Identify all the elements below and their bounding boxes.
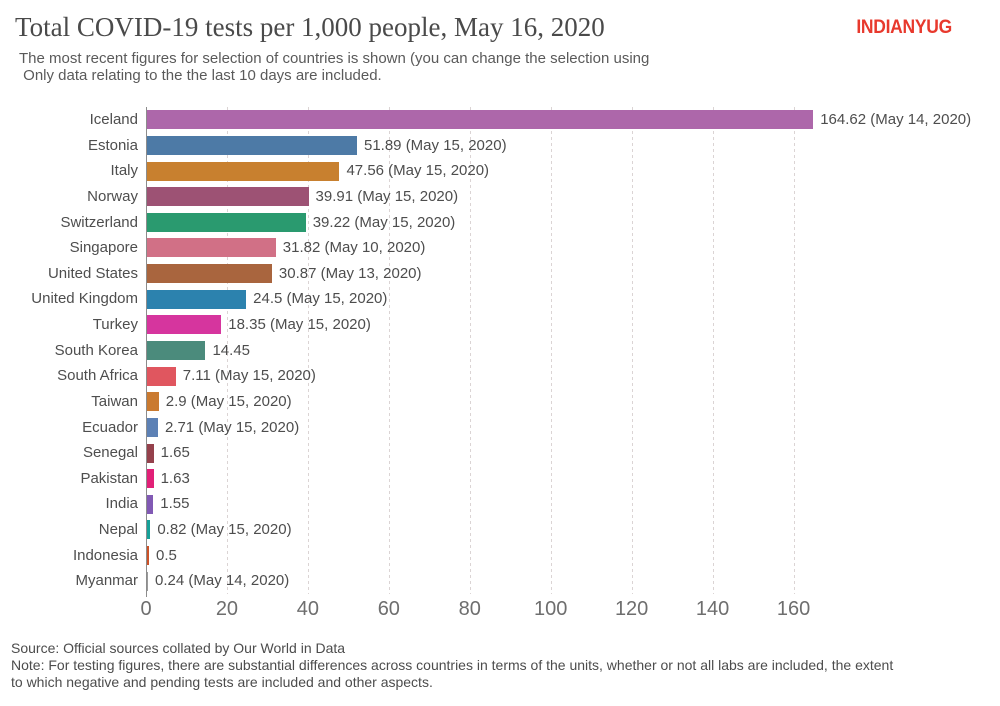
bar-chart-plot-area: Iceland 164.62 (May 14, 2020) Estonia 51.89… <box>0 107 1000 597</box>
value-label-nepal: 0.82 (May 15, 2020) <box>157 521 292 539</box>
bar-ecuador <box>147 417 158 437</box>
country-label-indonesia: Indonesia <box>72 546 138 564</box>
country-label-india: India <box>105 495 138 513</box>
bar-switzerland <box>147 212 306 232</box>
country-label-iceland: Iceland <box>89 111 138 128</box>
chart-subtitle-line2: Only data relating to the the last 10 da… <box>19 67 382 84</box>
country-label-ecuador: Ecuador <box>82 418 138 436</box>
gridline-x-160 <box>793 107 795 594</box>
bar-indonesia <box>147 546 150 566</box>
value-label-senegal: 1.65 <box>160 444 190 462</box>
x-tick-label-20: 20 <box>215 598 239 620</box>
country-label-taiwan: Taiwan <box>91 392 138 410</box>
value-label-switzerland: 39.22 (May 15, 2020) <box>312 213 456 231</box>
value-label-norway: 39.91 (May 15, 2020) <box>315 187 459 205</box>
gridline-x-140 <box>712 107 714 594</box>
bar-pakistan <box>147 469 154 489</box>
country-label-senegal: Senegal <box>82 444 138 462</box>
country-label-turkey: Turkey <box>92 316 138 334</box>
gridline-x-80 <box>469 107 471 594</box>
value-label-united-states: 30.87 (May 13, 2020) <box>278 264 422 282</box>
value-label-united-kingdom: 24.5 (May 15, 2020) <box>253 290 388 308</box>
gridline-x-20 <box>226 107 228 594</box>
bar-united-kingdom <box>147 289 247 309</box>
bar-iceland <box>147 110 814 130</box>
gridline-x-100 <box>550 107 552 594</box>
value-label-singapore: 31.82 (May 10, 2020) <box>282 239 426 257</box>
bar-turkey <box>147 315 222 335</box>
value-label-south-korea: 14.45 <box>212 341 251 359</box>
country-label-nepal: Nepal <box>98 521 138 539</box>
x-tick-label-40: 40 <box>296 598 319 620</box>
value-label-south-africa: 7.11 (May 15, 2020) <box>182 367 316 385</box>
gridline-x-120 <box>631 107 633 594</box>
bar-nepal <box>147 520 151 540</box>
methodology-note-line2: to which negative and pending tests are … <box>11 674 433 690</box>
country-label-switzerland: Switzerland <box>60 213 138 231</box>
x-tick-label-80: 80 <box>458 598 481 620</box>
source-note: Source: Official sources collated by Our… <box>11 640 346 656</box>
country-label-south-korea: South Korea <box>54 341 138 359</box>
value-label-indonesia: 0.5 <box>156 546 177 564</box>
country-label-south-africa: South Africa <box>57 367 138 385</box>
value-label-ecuador: 2.71 (May 15, 2020) <box>164 418 300 436</box>
value-label-iceland: 164.62 (May 14, 2020) <box>820 111 972 128</box>
value-label-india: 1.55 <box>160 495 190 513</box>
x-tick-label-160: 160 <box>776 598 811 620</box>
bar-estonia <box>147 135 357 155</box>
gridline-x-60 <box>388 107 390 594</box>
bar-italy <box>147 161 340 181</box>
chart-title: Total COVID-19 tests per 1,000 people, M… <box>15 12 605 42</box>
value-label-italy: 47.56 (May 15, 2020) <box>346 162 490 180</box>
value-label-pakistan: 1.63 <box>160 469 190 487</box>
bar-myanmar <box>147 571 148 591</box>
x-tick-label-120: 120 <box>614 598 649 620</box>
bar-south-korea <box>147 341 206 360</box>
country-label-united-states: United States <box>47 264 138 282</box>
country-label-pakistan: Pakistan <box>80 469 138 487</box>
value-label-taiwan: 2.9 (May 15, 2020) <box>165 392 292 410</box>
country-label-myanmar: Myanmar <box>75 572 138 590</box>
bar-norway <box>147 187 309 207</box>
country-label-norway: Norway <box>87 187 138 205</box>
chart-subtitle-line1: The most recent figures for selection of… <box>19 50 650 67</box>
country-label-italy: Italy <box>110 162 138 180</box>
x-tick-label-140: 140 <box>695 598 730 620</box>
bar-taiwan <box>147 392 159 412</box>
bar-united-states <box>147 264 272 284</box>
country-label-estonia: Estonia <box>87 136 138 154</box>
value-label-estonia: 51.89 (May 15, 2020) <box>363 136 507 154</box>
bar-singapore <box>147 238 276 258</box>
logo-indianyug: INDIANYUG <box>856 17 952 38</box>
value-label-turkey: 18.35 (May 15, 2020) <box>228 316 371 334</box>
country-label-singapore: Singapore <box>69 239 138 257</box>
x-tick-label-60: 60 <box>377 598 400 620</box>
gridline-x-40 <box>307 107 309 594</box>
bar-south-africa <box>147 366 176 386</box>
country-label-united-kingdom: United Kingdom <box>31 290 138 308</box>
bar-senegal <box>147 443 154 463</box>
methodology-note-line1: Note: For testing figures, there are sub… <box>11 657 894 673</box>
x-tick-label-0: 0 <box>140 598 152 620</box>
y-axis-line <box>146 107 147 597</box>
value-label-myanmar: 0.24 (May 14, 2020) <box>155 572 290 590</box>
bar-india <box>147 494 154 514</box>
x-tick-label-100: 100 <box>534 598 568 620</box>
